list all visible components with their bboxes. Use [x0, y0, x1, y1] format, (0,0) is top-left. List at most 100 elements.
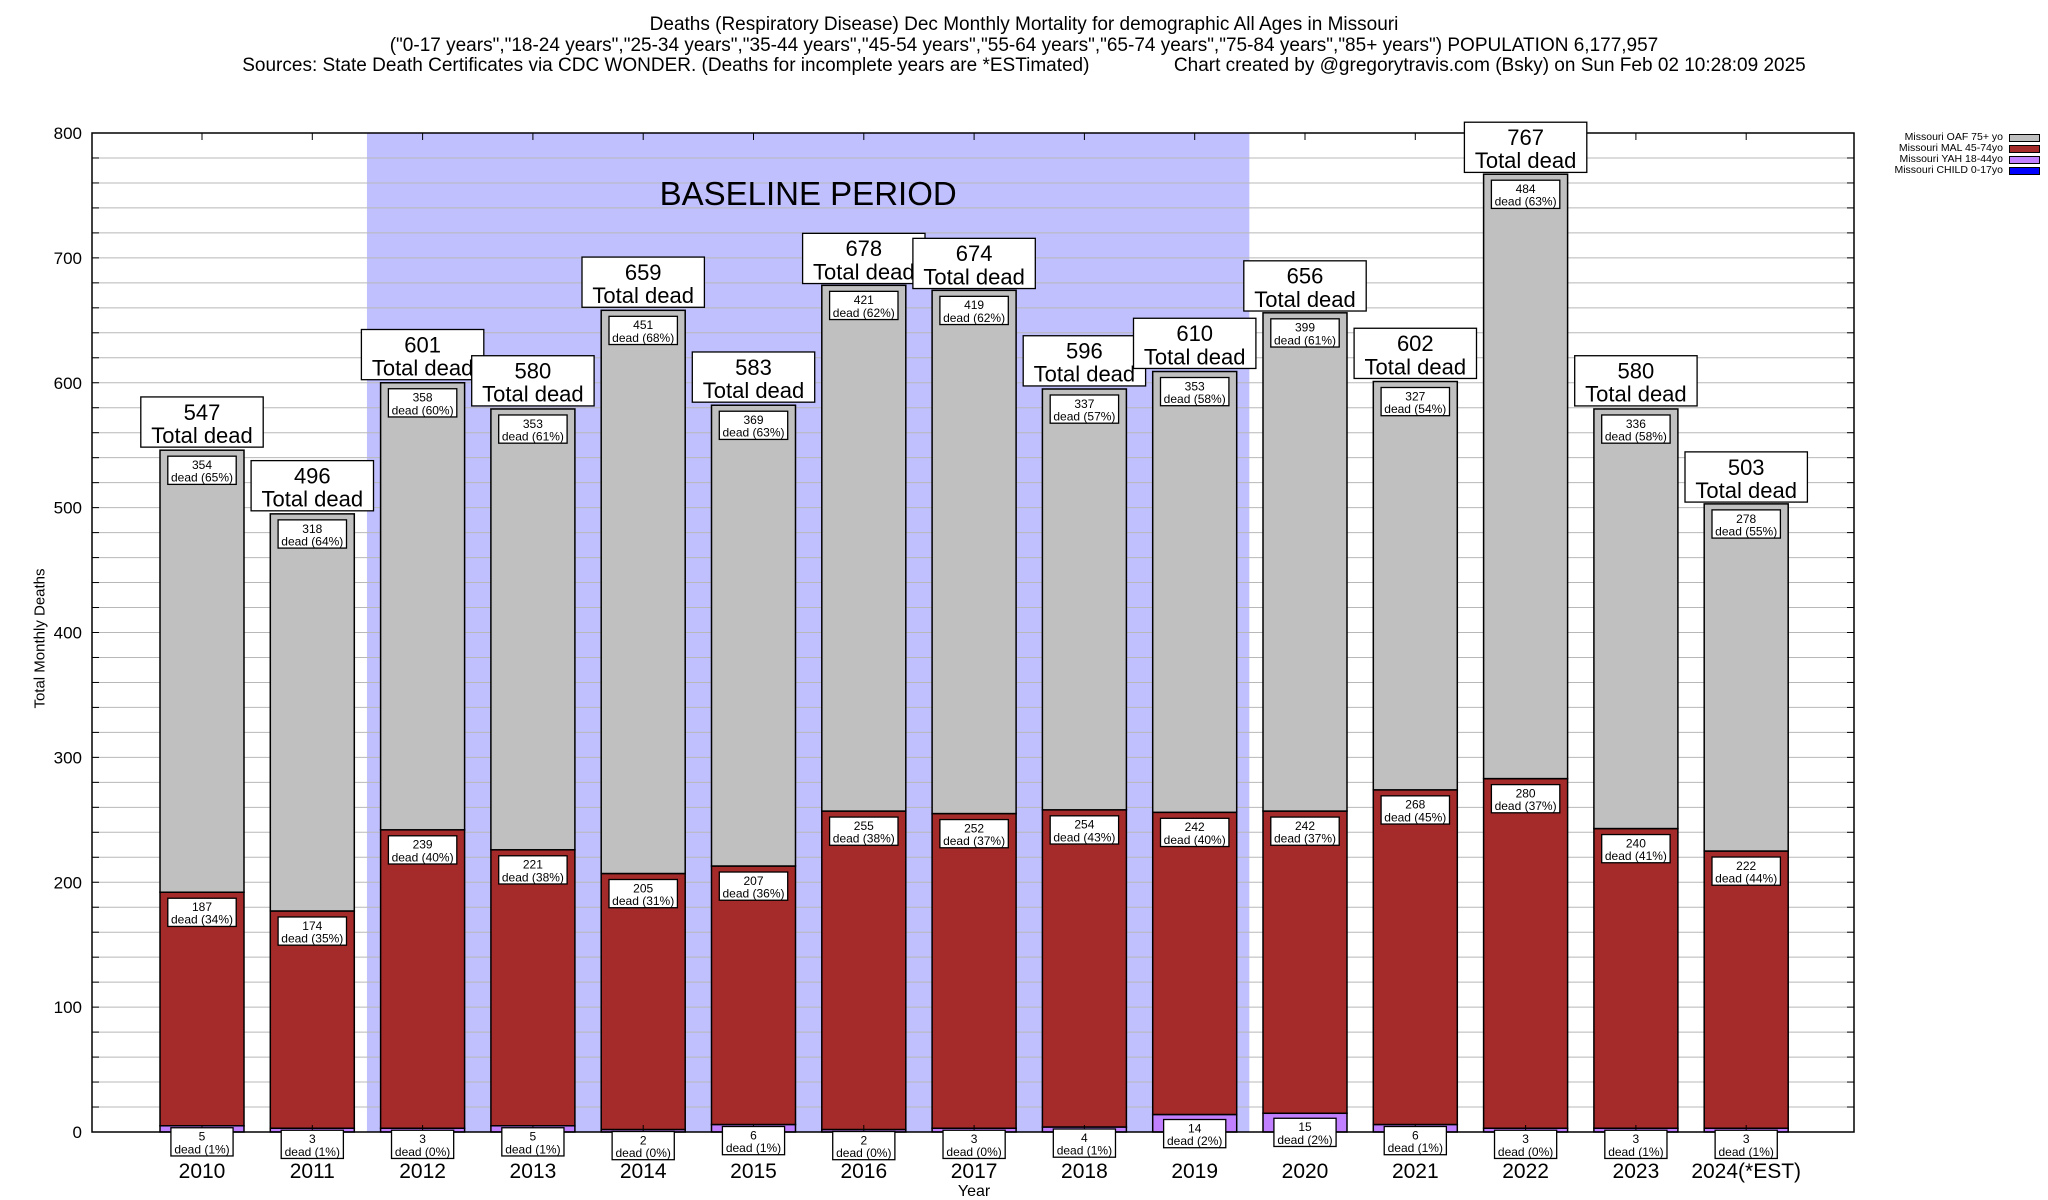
oaf-segment-label-text: 399 [1295, 321, 1315, 335]
baseline-period-label: BASELINE PERIOD [660, 175, 957, 212]
total-dead-label-box [1574, 355, 1698, 407]
mal-segment-label-text: dead (31%) [612, 894, 674, 908]
yah-segment-label-box [1493, 1129, 1558, 1160]
legend: Missouri OAF 75+ yo Missouri MAL 45-74yo… [1894, 132, 2040, 176]
oaf-segment-label-text: 451 [633, 318, 653, 332]
oaf-segment-label-box [1490, 179, 1561, 210]
x-tick-label: 2017 [951, 1160, 998, 1183]
total-dead-label-text: 601 [404, 332, 441, 357]
mal-segment-label-text: dead (37%) [1274, 832, 1336, 846]
total-dead-label-box [912, 237, 1036, 290]
mal-segment-label-text: 221 [523, 858, 543, 872]
mal-segment-label-text: 252 [964, 821, 984, 835]
oaf-segment-label-text: 419 [964, 298, 984, 312]
mal-segment-label-text: 205 [633, 881, 653, 895]
bar-segment [1372, 789, 1459, 1126]
legend-item: Missouri CHILD 0-17yo [1894, 165, 2040, 176]
total-dead-label-box [581, 256, 706, 308]
total-dead-label-box [250, 459, 375, 512]
yah-segment-label-text: dead (1%) [505, 1142, 560, 1156]
mal-segment-label-box [718, 871, 789, 901]
bar-segment [710, 865, 797, 1126]
total-dead-label-text: Total dead [592, 283, 694, 308]
mal-segment-label-text: dead (38%) [502, 870, 564, 884]
y-tick-label: 600 [54, 374, 82, 393]
x-tick-label: 2015 [730, 1160, 777, 1183]
legend-item: Missouri OAF 75+ yo [1894, 132, 2040, 143]
bar-segment [1372, 380, 1459, 791]
bar-segment [379, 829, 466, 1130]
oaf-segment-label-box [718, 410, 789, 441]
total-dead-label-text: Total dead [1254, 287, 1356, 312]
total-dead-label-text: 767 [1507, 125, 1544, 150]
oaf-segment-label-text: 484 [1516, 182, 1536, 196]
mal-segment-label-text: dead (37%) [1495, 799, 1557, 813]
chart-subtitle-sources: Sources: State Death Certificates via CD… [242, 55, 1806, 76]
total-dead-label-text: 674 [956, 241, 993, 266]
mal-segment-label-box [1380, 795, 1451, 825]
total-dead-label-text: Total dead [1365, 354, 1467, 379]
mal-segment-label-text: 242 [1295, 819, 1315, 833]
bar-segment [600, 872, 686, 1131]
bar-segment [159, 449, 245, 893]
total-dead-label-box [1132, 317, 1257, 370]
legend-swatch [2009, 133, 2040, 142]
mal-segment-label-text: dead (44%) [1715, 872, 1777, 886]
oaf-segment-label-text: 369 [743, 413, 763, 427]
yah-segment-label-text: 2 [860, 1133, 867, 1147]
yah-segment-label-text: dead (0%) [1498, 1145, 1553, 1159]
total-dead-label-text: 656 [1287, 264, 1324, 289]
total-dead-label-text: Total dead [372, 356, 474, 381]
bar-segment [931, 289, 1017, 815]
total-dead-label-text: 610 [1176, 321, 1213, 346]
bar-segment [710, 404, 797, 867]
mal-segment-label-box [167, 897, 237, 928]
total-dead-label-box [1684, 451, 1809, 503]
x-tick-label: 2016 [840, 1160, 887, 1183]
yah-segment-label-box [832, 1130, 896, 1161]
yah-segment-label-box [1383, 1125, 1448, 1156]
oaf-segment-label-box [1049, 394, 1120, 424]
total-dead-label-box [1243, 260, 1367, 312]
yah-segment-label-text: dead (1%) [1057, 1144, 1112, 1158]
yah-segment-label-text: 3 [309, 1132, 316, 1146]
total-dead-label-text: 602 [1397, 331, 1434, 356]
yah-segment-label-box [1052, 1128, 1117, 1158]
total-dead-label-text: Total dead [262, 487, 364, 512]
legend-label: Missouri MAL 45-74yo [1898, 142, 2003, 154]
oaf-segment-label-text: dead (58%) [1605, 429, 1667, 443]
yah-segment-label-text: 3 [1522, 1132, 1529, 1146]
x-tick-label: 2021 [1392, 1160, 1439, 1183]
total-dead-label-box [691, 351, 816, 403]
oaf-segment-label-text: 354 [192, 458, 212, 472]
total-dead-label-box [471, 355, 595, 407]
mal-segment-label-box [387, 835, 458, 865]
bar-segment [1703, 850, 1789, 1130]
oaf-segment-label-text: 353 [1185, 379, 1205, 393]
bar-segment [1151, 370, 1238, 814]
bar-segment [1041, 809, 1128, 1128]
total-dead-label-text: Total dead [1695, 478, 1797, 503]
total-dead-label-text: Total dead [1144, 344, 1246, 369]
total-dead-label-text: 678 [845, 236, 882, 261]
legend-label: Missouri CHILD 0-17yo [1894, 164, 2003, 176]
yah-segment-label-text: 6 [750, 1128, 757, 1142]
oaf-segment-label-text: dead (62%) [943, 311, 1005, 325]
yah-segment-label-text: 3 [1743, 1132, 1750, 1146]
bar-segment [600, 309, 686, 875]
yah-segment-label-text: dead (1%) [1719, 1145, 1774, 1159]
bar-segment [931, 812, 1017, 1130]
bar-segment [821, 810, 907, 1131]
mal-segment-label-text: 207 [743, 874, 763, 888]
bar-segment [821, 284, 907, 812]
bar-segment [1593, 827, 1679, 1130]
bar-segment [159, 891, 245, 1127]
oaf-segment-label-box [498, 414, 568, 444]
yah-segment-label-text: 3 [419, 1132, 426, 1146]
legend-label: Missouri OAF 75+ yo [1904, 131, 2003, 143]
oaf-segment-label-text: dead (57%) [1053, 409, 1115, 423]
oaf-segment-label-text: 353 [523, 417, 543, 431]
bar-segment [1482, 173, 1569, 780]
oaf-segment-label-box [387, 388, 458, 418]
